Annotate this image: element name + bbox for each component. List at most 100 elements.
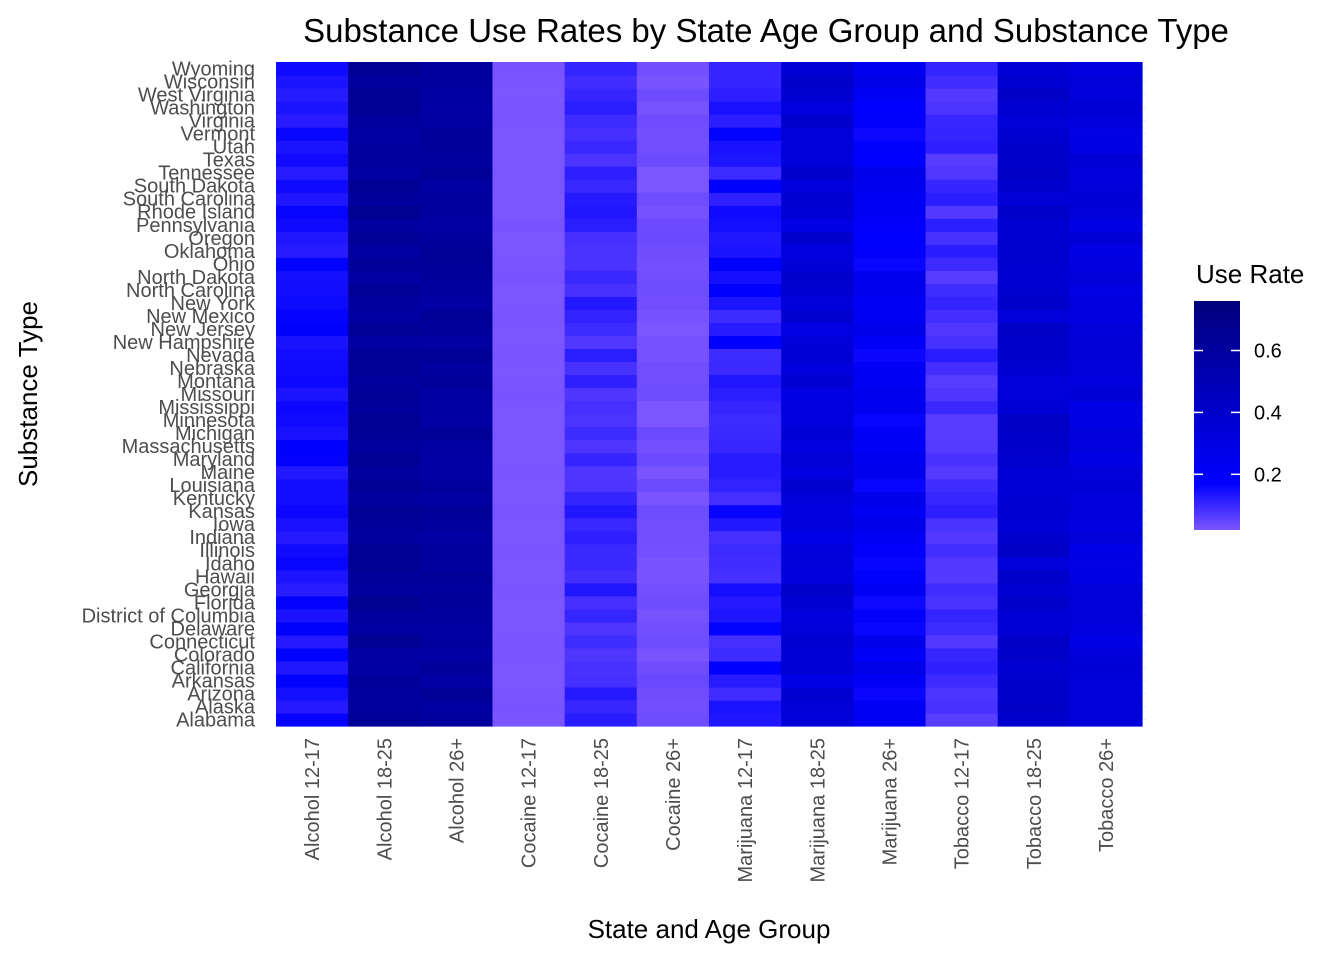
heatmap-cell bbox=[636, 283, 710, 297]
heatmap-cell bbox=[853, 114, 927, 128]
heatmap-cell bbox=[1069, 543, 1143, 558]
heatmap-cell bbox=[348, 88, 421, 102]
heatmap-cell bbox=[636, 465, 710, 480]
heatmap-cell bbox=[997, 218, 1071, 232]
heatmap-cell bbox=[348, 348, 421, 363]
heatmap-cell bbox=[276, 465, 349, 480]
heatmap-cell bbox=[420, 140, 494, 154]
heatmap-cell bbox=[276, 543, 349, 558]
heatmap-cell bbox=[925, 205, 999, 219]
x-axis-title: State and Age Group bbox=[588, 914, 831, 944]
heatmap-cell bbox=[997, 114, 1071, 128]
heatmap-cell bbox=[564, 361, 638, 376]
heatmap-cell bbox=[348, 101, 421, 115]
legend-tick-label: 0.4 bbox=[1254, 402, 1282, 424]
heatmap-cell bbox=[564, 140, 638, 154]
heatmap-cell bbox=[853, 270, 927, 284]
heatmap-cell bbox=[925, 504, 999, 519]
heatmap-cell bbox=[781, 88, 854, 102]
heatmap-cell bbox=[348, 127, 421, 141]
heatmap-cell bbox=[925, 296, 999, 310]
heatmap-cell bbox=[997, 153, 1071, 167]
heatmap-cell bbox=[925, 114, 999, 128]
y-tick-label: South Carolina bbox=[123, 189, 256, 211]
heatmap-cell bbox=[997, 127, 1071, 141]
heatmap-cell bbox=[420, 400, 494, 415]
y-tick-label: Alaska bbox=[195, 696, 256, 718]
y-tick-label: Massachusetts bbox=[122, 436, 255, 458]
heatmap-cell bbox=[564, 192, 638, 206]
y-tick-label: Connecticut bbox=[149, 631, 255, 653]
heatmap-cell bbox=[997, 634, 1071, 649]
x-tick-label: Alcohol 26+ bbox=[446, 738, 468, 843]
heatmap-cell bbox=[420, 218, 494, 232]
heatmap-cell bbox=[636, 322, 710, 337]
heatmap-cell bbox=[564, 348, 638, 363]
heatmap-cell bbox=[420, 335, 494, 350]
heatmap-cell bbox=[1069, 75, 1143, 89]
heatmap-cell bbox=[564, 283, 638, 297]
heatmap-cell bbox=[709, 569, 782, 584]
heatmap-cell bbox=[276, 478, 349, 493]
heatmap-cell bbox=[709, 712, 782, 727]
heatmap-cell bbox=[636, 504, 710, 519]
heatmap-cell bbox=[781, 192, 854, 206]
heatmap-cell bbox=[925, 699, 999, 714]
heatmap-cell bbox=[925, 439, 999, 454]
y-tick-label: Mississippi bbox=[158, 397, 255, 419]
heatmap-cell bbox=[853, 88, 927, 102]
heatmap-cell bbox=[781, 660, 854, 675]
heatmap-cell bbox=[348, 439, 421, 454]
heatmap-cell bbox=[348, 400, 421, 415]
heatmap-cell bbox=[348, 530, 421, 545]
heatmap-cell bbox=[492, 621, 566, 636]
heatmap-cell bbox=[781, 309, 854, 323]
heatmap-cell bbox=[348, 452, 421, 467]
heatmap-cell bbox=[636, 192, 710, 206]
heatmap-cell bbox=[781, 205, 854, 219]
heatmap-cell bbox=[492, 335, 566, 350]
heatmap-cell bbox=[276, 595, 349, 610]
heatmap-cell bbox=[853, 530, 927, 545]
heatmap-cell bbox=[492, 452, 566, 467]
heatmap-cell bbox=[997, 608, 1071, 623]
heatmap-cell bbox=[781, 101, 854, 115]
heatmap-cell bbox=[564, 491, 638, 506]
heatmap-cell bbox=[276, 140, 349, 154]
heatmap-cell bbox=[781, 374, 854, 389]
heatmap-cell bbox=[492, 478, 566, 493]
heatmap-cell bbox=[348, 621, 421, 636]
heatmap-cell bbox=[1069, 374, 1143, 389]
heatmap-cell bbox=[420, 283, 494, 297]
heatmap-cell bbox=[420, 296, 494, 310]
heatmap-cell bbox=[853, 478, 927, 493]
heatmap-cell bbox=[420, 582, 494, 597]
heatmap-cell bbox=[709, 673, 782, 688]
heatmap-cell bbox=[420, 686, 494, 701]
heatmap-cell bbox=[492, 322, 566, 337]
heatmap-cell bbox=[709, 426, 782, 441]
heatmap-cell bbox=[492, 634, 566, 649]
x-tick-label: Marijuana 18-25 bbox=[807, 738, 829, 883]
heatmap-cell bbox=[276, 530, 349, 545]
heatmap-cell bbox=[276, 621, 349, 636]
x-tick-label: Alcohol 12-17 bbox=[302, 738, 324, 860]
y-tick-label: Colorado bbox=[174, 644, 255, 666]
heatmap-cell bbox=[997, 517, 1071, 532]
heatmap-cell bbox=[1069, 309, 1143, 323]
heatmap-cell bbox=[709, 192, 782, 206]
heatmap-cells bbox=[276, 62, 1143, 727]
heatmap-cell bbox=[492, 166, 566, 180]
heatmap-cell bbox=[925, 101, 999, 115]
heatmap-cell bbox=[925, 231, 999, 245]
heatmap-cell bbox=[709, 231, 782, 245]
x-tick-label: Cocaine 26+ bbox=[663, 738, 685, 851]
heatmap-cell bbox=[997, 673, 1071, 688]
heatmap-cell bbox=[709, 504, 782, 519]
heatmap-cell bbox=[709, 179, 782, 193]
heatmap-cell bbox=[709, 595, 782, 610]
heatmap-cell bbox=[997, 75, 1071, 89]
heatmap-cell bbox=[781, 218, 854, 232]
heatmap-cell bbox=[781, 426, 854, 441]
heatmap-cell bbox=[636, 296, 710, 310]
